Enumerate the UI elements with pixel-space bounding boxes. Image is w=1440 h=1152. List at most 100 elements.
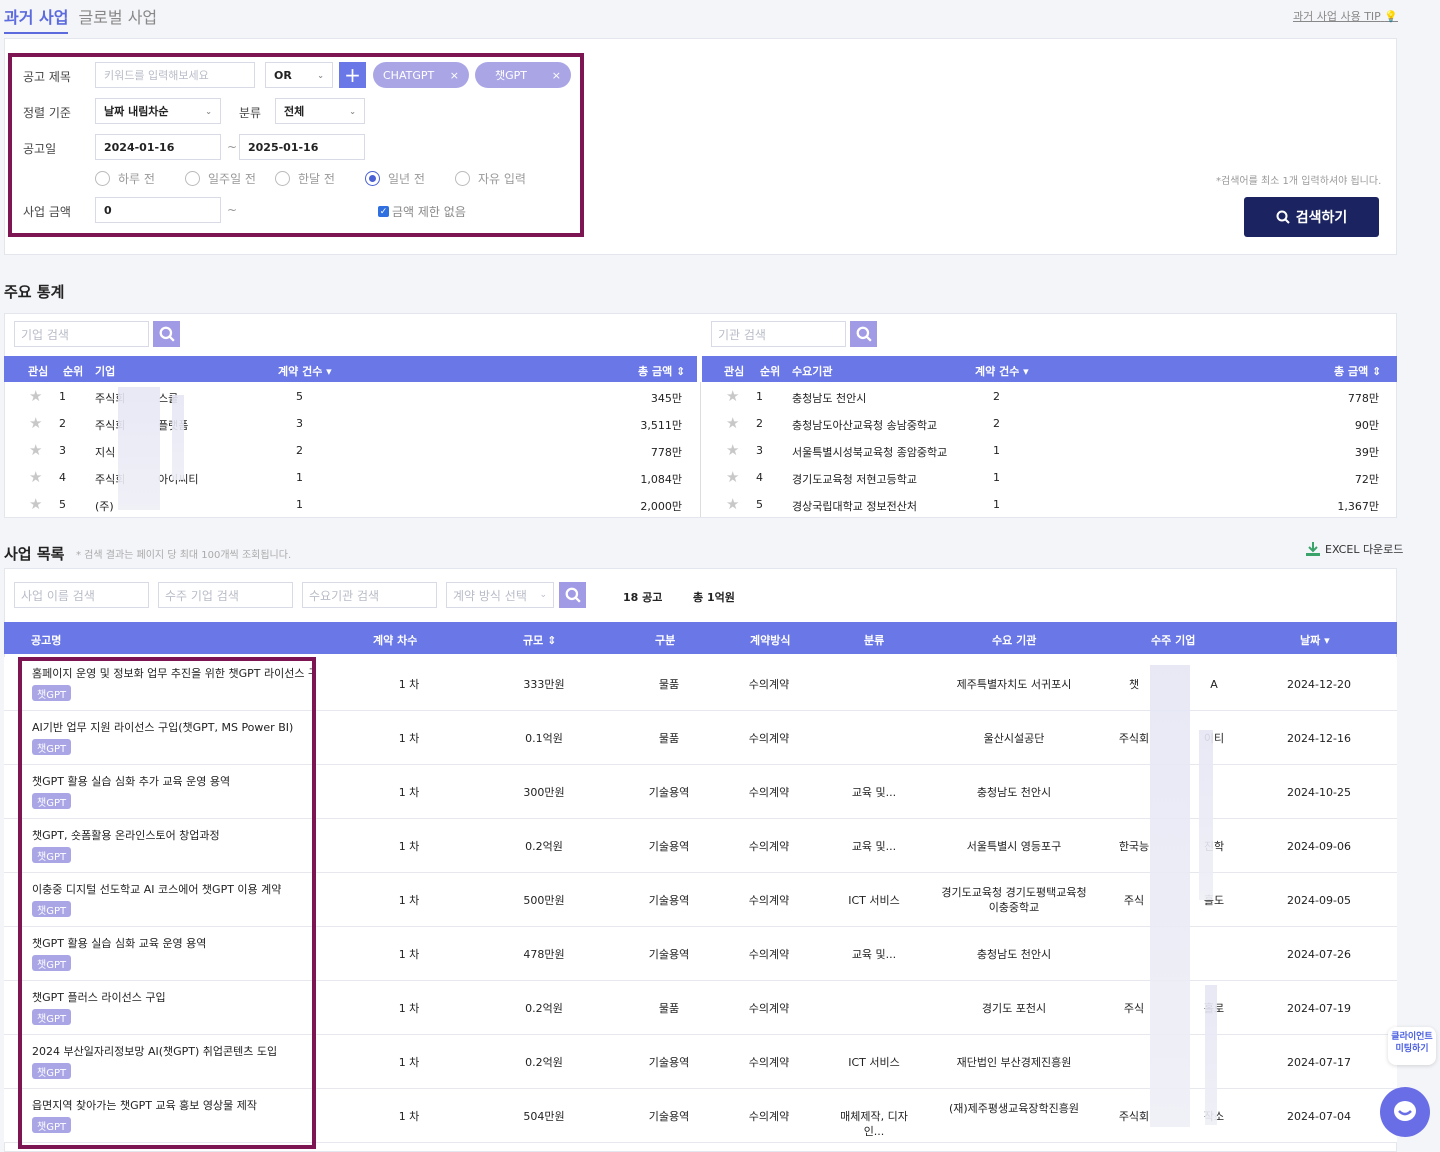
period-radio-1w[interactable]: 일주일 전 <box>185 170 256 187</box>
agency-name[interactable]: 서울특별시성북교육청 종암중학교 <box>792 446 948 459</box>
project-title[interactable]: 챗GPT 활용 실습 심화 추가 교육 운영 용역 <box>32 775 231 788</box>
star-icon[interactable]: ★ <box>29 387 43 405</box>
chat-button[interactable] <box>1380 1087 1430 1137</box>
date-to-input[interactable]: 2025-01-16 <box>239 134 365 160</box>
project-scale: 0.2억원 <box>525 840 563 853</box>
excel-download-button[interactable]: EXCEL 다운로드 <box>1305 541 1403 557</box>
star-icon[interactable]: ★ <box>29 468 43 486</box>
demand-agency[interactable]: 재단법인 부산경제진흥원 <box>956 1056 1072 1069</box>
agency-filter-input[interactable]: 수요기관 검색 <box>302 582 437 608</box>
col-scale-sort[interactable]: 규모 ⇕ <box>523 634 557 647</box>
winning-company[interactable]: 한국능 <box>1118 840 1150 853</box>
winning-company[interactable]: 주식 <box>1123 1002 1145 1015</box>
company-rank: 1 <box>59 390 66 403</box>
star-icon[interactable]: ★ <box>29 495 43 513</box>
method-select[interactable]: 계약 방식 선택 ⌄ <box>446 582 554 608</box>
period-radio-1d[interactable]: 하루 전 <box>95 170 155 187</box>
winner-search-input[interactable]: 수주 기업 검색 <box>158 582 293 608</box>
company-search-input[interactable]: 기업 검색 <box>14 321 149 347</box>
winning-company[interactable]: 주식 <box>1123 894 1145 907</box>
company-name[interactable]: 지식 <box>95 446 116 459</box>
agency-name[interactable]: 충청남도아산교육청 송남중학교 <box>792 419 938 432</box>
company-name[interactable]: 주식회 <box>95 419 126 432</box>
star-icon[interactable]: ★ <box>726 495 740 513</box>
amount-input[interactable]: 0 <box>95 197 221 223</box>
project-scale: 504만원 <box>523 1110 565 1123</box>
project-title[interactable]: 홈페이지 운영 및 정보화 업무 추진을 위한 챗GPT 라이선스 구입 <box>32 667 312 680</box>
period-radio-1y[interactable]: 일년 전 <box>365 170 425 187</box>
search-icon <box>159 326 175 342</box>
demand-agency[interactable]: (재)제주평생교육장학진흥원 <box>948 1102 1080 1115</box>
table-row[interactable]: 읍면지역 찾아가는 챗GPT 교육 홍보 영상물 제작 챗GPT 1 차 504만원 기… <box>4 1089 1397 1143</box>
star-icon[interactable]: ★ <box>726 468 740 486</box>
demand-agency[interactable]: 울산시설공단 <box>983 732 1045 745</box>
category-select[interactable]: 전체 ⌄ <box>275 98 365 124</box>
add-keyword-button[interactable]: + <box>339 62 366 88</box>
star-icon[interactable]: ★ <box>726 414 740 432</box>
tab-past-business[interactable]: 과거 사업 <box>4 4 69 34</box>
tab-global-business[interactable]: 글로벌 사업 <box>78 8 158 27</box>
no-limit-checkbox[interactable]: ✓ 금액 제한 없음 <box>378 205 466 219</box>
demand-agency[interactable]: 경기도교육청 경기도평택교육청 이충중학교 <box>941 886 1087 914</box>
company-count: 2 <box>296 444 303 457</box>
col-count-sort[interactable]: 계약 건수 ▾ <box>278 365 332 378</box>
winning-company[interactable]: 주식회 <box>1118 1110 1150 1123</box>
usage-tip-link[interactable]: 과거 사업 사용 TIP 💡 <box>1292 10 1398 23</box>
close-icon[interactable]: × <box>449 68 459 82</box>
col-total-sort[interactable]: 총 금액 ⇕ <box>638 365 686 378</box>
project-title[interactable]: 2024 부산일자리정보망 AI(챗GPT) 취업콘텐츠 도입 <box>32 1045 278 1058</box>
list-search-button[interactable] <box>559 582 586 608</box>
project-title[interactable]: 챗GPT 활용 실습 심화 교육 운영 용역 <box>32 937 207 950</box>
project-title[interactable]: 이충중 디지털 선도학교 AI 코스에어 챗GPT 이용 계약 <box>32 883 282 896</box>
winning-company[interactable]: 챗 <box>1128 678 1140 691</box>
agency-name[interactable]: 충청남도 천안시 <box>792 392 867 405</box>
client-meeting-button[interactable]: 클라이언트 미팅하기 <box>1388 1027 1436 1065</box>
keyword-chip: 챗GPT × <box>475 62 571 88</box>
search-button[interactable]: 검색하기 <box>1244 197 1379 237</box>
winning-company[interactable]: 주식회 <box>1118 732 1150 745</box>
company-name[interactable]: 주식회 <box>95 473 126 486</box>
project-title[interactable]: AI기반 업무 지원 라이선스 구입(챗GPT, MS Power BI) <box>32 721 294 734</box>
name-search-input[interactable]: 사업 이름 검색 <box>14 582 149 608</box>
project-type: 기술용역 <box>648 948 690 961</box>
company-count: 1 <box>296 471 303 484</box>
operator-select[interactable]: OR ⌄ <box>265 62 333 88</box>
col-date-sort[interactable]: 날짜 ▾ <box>1300 634 1330 647</box>
company-name[interactable]: 주식회 <box>95 392 126 405</box>
demand-agency[interactable]: 충청남도 천안시 <box>976 948 1052 961</box>
project-title[interactable]: 읍면지역 찾아가는 챗GPT 교육 홍보 영상물 제작 <box>32 1099 258 1112</box>
company-search-button[interactable] <box>153 321 180 347</box>
search-icon <box>1276 210 1290 224</box>
demand-agency[interactable]: 경기도 포천시 <box>981 1002 1047 1015</box>
star-icon[interactable]: ★ <box>726 441 740 459</box>
agency-search-input[interactable]: 기관 검색 <box>711 321 846 347</box>
agency-name[interactable]: 경상국립대학교 정보전산처 <box>792 500 917 513</box>
star-icon[interactable]: ★ <box>29 441 43 459</box>
sort-select[interactable]: 날짜 내림차순 ⌄ <box>95 98 221 124</box>
demand-agency[interactable]: 서울특별시 영등포구 <box>966 840 1062 853</box>
contract-method: 수의계약 <box>748 1002 790 1015</box>
project-title[interactable]: 챗GPT 플러스 라이선스 구입 <box>32 991 166 1004</box>
star-icon[interactable]: ★ <box>726 387 740 405</box>
chevron-down-icon: ⌄ <box>205 106 212 116</box>
contract-round: 1 차 <box>398 894 420 907</box>
project-type: 기술용역 <box>648 1110 690 1123</box>
period-radio-1m[interactable]: 한달 전 <box>275 170 335 187</box>
company-name[interactable]: (주) <box>95 500 114 513</box>
demand-agency[interactable]: 제주특별자치도 서귀포시 <box>956 678 1072 691</box>
agency-name[interactable]: 경기도교육청 저현고등학교 <box>792 473 917 486</box>
close-icon[interactable]: × <box>551 68 561 82</box>
period-radio-custom[interactable]: 자유 입력 <box>455 170 526 187</box>
star-icon[interactable]: ★ <box>29 414 43 432</box>
agency-search-button[interactable] <box>850 321 877 347</box>
project-title[interactable]: 챗GPT, 숏폼활용 온라인스토어 창업과정 <box>32 829 220 842</box>
demand-agency[interactable]: 충청남도 천안시 <box>976 786 1052 799</box>
keyword-tag: 챗GPT <box>32 1063 72 1079</box>
date-from-input[interactable]: 2024-01-16 <box>95 134 221 160</box>
project-scale: 500만원 <box>523 894 565 907</box>
project-type: 기술용역 <box>648 894 690 907</box>
col-total-sort[interactable]: 총 금액 ⇕ <box>1334 365 1382 378</box>
keyword-input[interactable]: 키워드를 입력해보세요 <box>95 62 255 88</box>
col-fav: 관심 <box>28 365 49 378</box>
col-count-sort[interactable]: 계약 건수 ▾ <box>975 365 1029 378</box>
